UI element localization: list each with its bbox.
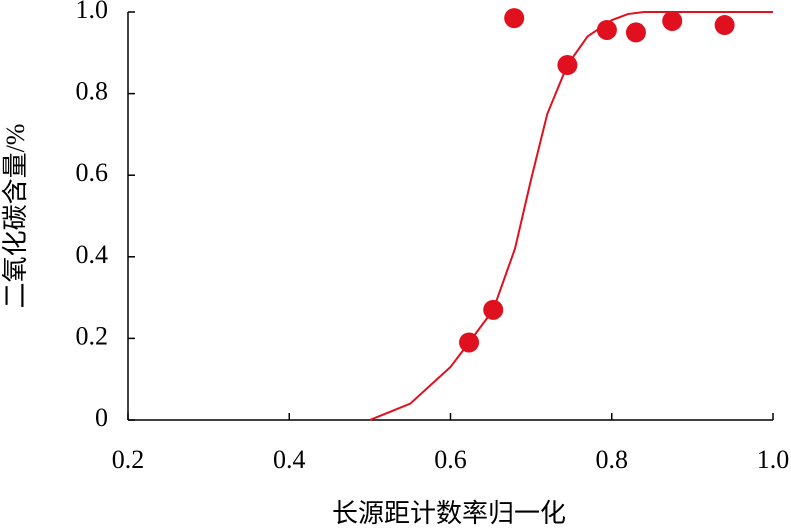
- y-tick-label: 0.6: [76, 158, 109, 187]
- y-tick-label: 1.0: [76, 0, 109, 24]
- y-tick-label: 0.2: [76, 321, 109, 350]
- x-tick-label: 0.6: [434, 445, 467, 474]
- x-tick-label: 0.4: [273, 445, 306, 474]
- fit-curve: [369, 11, 773, 421]
- data-point: [662, 10, 683, 31]
- data-point: [625, 22, 646, 43]
- data-point: [504, 8, 525, 29]
- y-tick-label: 0.4: [76, 240, 109, 269]
- y-tick-label: 0.8: [76, 77, 109, 106]
- data-point: [596, 19, 617, 40]
- y-tick-label: 0: [95, 403, 108, 432]
- x-tick-label: 0.2: [112, 445, 145, 474]
- x-axis-label: 长源距计数率归一化: [332, 499, 566, 528]
- x-tick-label: 0.8: [596, 445, 629, 474]
- x-tick-label: 1.0: [757, 445, 790, 474]
- y-axis-label: 二氧化碳含量/%: [1, 124, 30, 309]
- data-point: [714, 15, 735, 36]
